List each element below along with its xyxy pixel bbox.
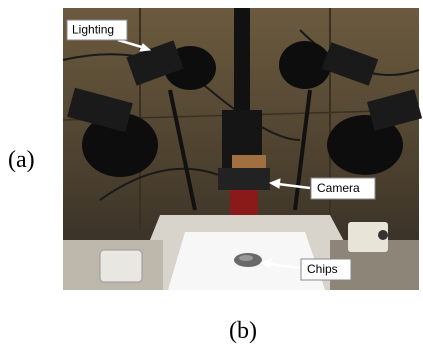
- photo: [63, 8, 422, 290]
- page: {"figure": {"panel_a_label": "(a)", "pan…: [0, 0, 423, 349]
- panel-label: (b): [229, 318, 257, 344]
- annotation: Chips: [307, 262, 338, 276]
- annotation: Camera: [317, 181, 360, 195]
- annotation: Lighting: [72, 23, 114, 37]
- figure: Lighting Camera Chips (a) (b): [0, 0, 423, 349]
- panel-label: (a): [8, 147, 35, 173]
